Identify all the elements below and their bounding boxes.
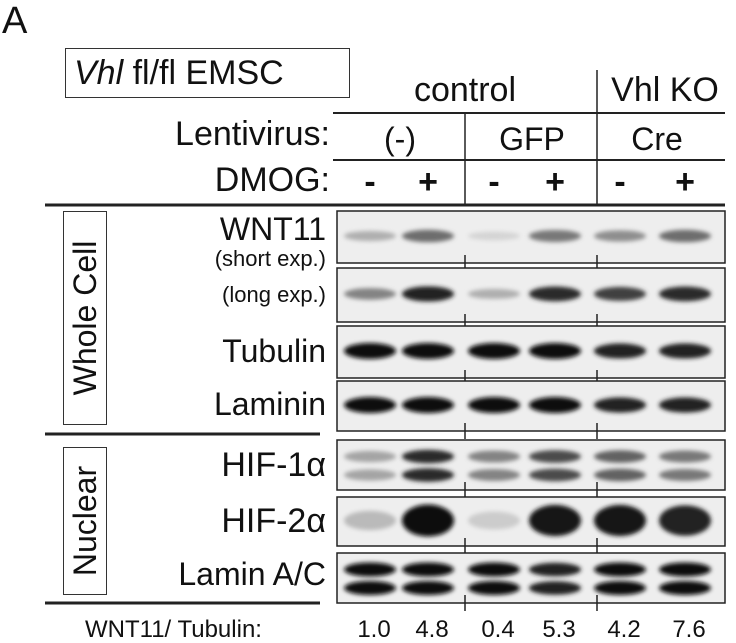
row-label-wnt11: WNT11: [219, 211, 326, 247]
band-row6-lane1: [344, 510, 396, 531]
band-row1-lane2: [402, 229, 454, 243]
row-label-long-exp: (long exp.): [222, 282, 326, 307]
band-row3-lane2: [402, 342, 454, 359]
dmog-lane-5: -: [614, 163, 626, 201]
band-row3-lane6: [659, 343, 711, 359]
band-row3-lane5: [594, 343, 646, 359]
band-row5-lane4: [529, 468, 581, 482]
band-row5-lane3: [468, 469, 520, 481]
band-row5-lane5: [594, 468, 646, 482]
band-row6-lane2: [402, 504, 454, 537]
band-row5-lane1: [344, 469, 396, 481]
dmog-lane-6: +: [675, 163, 695, 201]
band-row5-lane2: [402, 468, 454, 482]
ratio-label: WNT11/ Tubulin:: [85, 616, 262, 643]
band-row2-lane2: [402, 286, 454, 302]
band-row7-lane1: [344, 562, 396, 577]
band-row4-lane1: [344, 397, 396, 413]
blot-panel-7: [336, 552, 726, 604]
band-row5-lane6: [659, 469, 711, 481]
band-row4-lane6: [659, 397, 711, 413]
ratio-value-lane-6: 7.6: [672, 616, 706, 643]
band-row3-lane1: [344, 342, 396, 359]
band-row2-lane5: [594, 286, 646, 301]
band-row7-lane4: [529, 562, 581, 577]
band-row7-lane5: [594, 581, 646, 595]
band-row5-lane3: [468, 450, 520, 463]
dmog-lane-4: +: [545, 163, 565, 201]
band-row2-lane3: [468, 288, 520, 299]
band-row6-lane5: [594, 504, 646, 537]
band-row7-lane3: [468, 562, 520, 577]
band-row6-lane6: [659, 505, 711, 536]
row-label-tubulin: Tubulin: [222, 333, 326, 369]
group-vhl-ko: Vhl KO: [611, 71, 719, 109]
ratio-value-lane-4: 5.3: [542, 616, 576, 643]
dmog-lane-3: -: [488, 163, 500, 201]
band-row7-lane4: [529, 581, 581, 595]
cell-line-name: fl/fl EMSC: [123, 54, 284, 92]
band-row3-lane3: [468, 342, 520, 359]
gene-name: Vhl: [74, 54, 124, 92]
band-row4-lane2: [402, 397, 454, 413]
band-row4-lane4: [529, 397, 581, 413]
row-label-laminin: Laminin: [213, 386, 326, 422]
band-row4-lane3: [468, 397, 520, 413]
row-label-hif1a: HIF-1α: [221, 446, 326, 484]
section-nuclear-box: Nuclear: [63, 447, 107, 595]
band-row5-lane1: [344, 450, 396, 463]
lentivirus-none: (-): [384, 121, 416, 157]
band-row2-lane4: [529, 286, 581, 302]
band-row1-lane1: [344, 230, 396, 241]
lentivirus-gfp: GFP: [499, 121, 565, 157]
band-row7-lane2: [402, 562, 454, 577]
band-row7-lane6: [659, 562, 711, 577]
band-row5-lane2: [402, 449, 454, 464]
panel-letter: A: [2, 0, 28, 42]
band-row6-lane3: [468, 511, 520, 530]
ratio-value-lane-2: 4.8: [415, 616, 449, 643]
dmog-lane-2: +: [418, 163, 438, 201]
band-row7-lane1: [344, 581, 396, 595]
dmog-lane-1: -: [364, 163, 376, 201]
band-row6-lane4: [529, 504, 581, 537]
band-row2-lane6: [659, 286, 711, 302]
blot-panel-5: [336, 439, 726, 491]
group-control: control: [413, 71, 517, 109]
lentivirus-cre: Cre: [631, 121, 683, 157]
band-row1-lane4: [529, 229, 581, 242]
row-sublabel-short-exp: (short exp.): [214, 246, 326, 271]
band-row7-lane6: [659, 581, 711, 595]
band-row4-lane5: [594, 397, 646, 413]
ratio-value-lane-1: 1.0: [357, 616, 391, 643]
section-whole-cell-box: Whole Cell: [63, 211, 107, 425]
row-label-lamin-ac: Lamin A/C: [178, 556, 326, 592]
band-row7-lane2: [402, 581, 454, 595]
band-row7-lane5: [594, 562, 646, 577]
ratio-value-lane-5: 4.2: [607, 616, 641, 643]
cell-line-label-box: Vhl fl/fl EMSC: [65, 48, 350, 98]
band-row1-lane5: [594, 230, 646, 242]
band-row1-lane6: [659, 229, 711, 243]
row-label-hif2a: HIF-2α: [221, 502, 326, 540]
band-row2-lane1: [344, 288, 396, 300]
band-row5-lane6: [659, 450, 711, 463]
band-row1-lane3: [468, 231, 520, 241]
band-row5-lane4: [529, 450, 581, 463]
ratio-value-lane-3: 0.4: [481, 616, 515, 643]
dmog-label: DMOG:: [214, 161, 330, 199]
band-row5-lane5: [594, 450, 646, 463]
band-row7-lane3: [468, 581, 520, 595]
band-row3-lane4: [529, 342, 581, 359]
lentivirus-label: Lentivirus:: [175, 115, 330, 153]
